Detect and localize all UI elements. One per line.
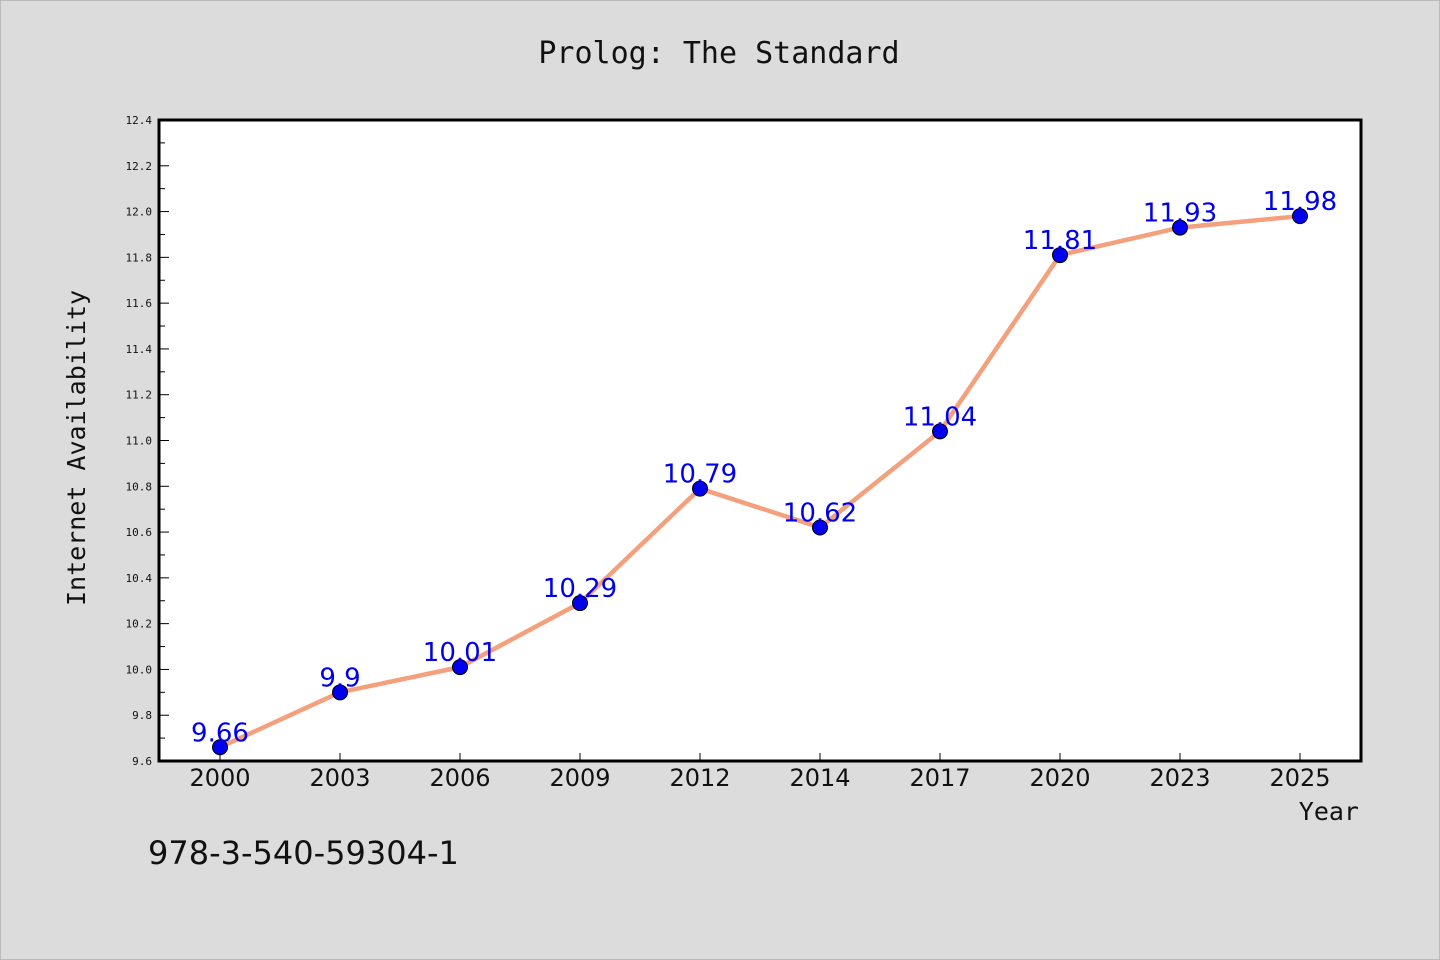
data-label: 11.04 <box>903 402 977 432</box>
y-tick-label: 9.6 <box>132 755 152 768</box>
data-label: 10.62 <box>783 498 857 528</box>
data-point-marker <box>452 659 468 676</box>
data-label: 10.01 <box>423 638 497 668</box>
data-label: 10.29 <box>543 574 617 604</box>
y-tick-label: 12.0 <box>126 206 153 219</box>
data-label: 11.93 <box>1143 199 1217 229</box>
y-tick-label: 11.2 <box>126 389 153 402</box>
data-label: 11.81 <box>1023 226 1097 256</box>
data-label: 10.79 <box>663 460 737 490</box>
x-axis: 2000 2003 2006 2009 2012 2014 2017 2020 2023 2025 <box>189 753 1331 792</box>
data-point-marker <box>212 739 228 756</box>
y-tick-label: 11.6 <box>126 297 153 310</box>
x-tick-label: 2000 <box>189 764 250 792</box>
y-tick-label: 11.0 <box>126 435 153 448</box>
chart-title: Prolog: The Standard <box>538 36 899 71</box>
series-markers <box>212 208 1308 756</box>
y-tick-label: 11.8 <box>126 251 153 264</box>
data-point-marker <box>572 595 588 612</box>
data-labels: 9.66 9.9 10.01 10.29 10.79 10.62 11.04 11.81 11.… <box>191 187 1337 748</box>
x-tick-label: 2009 <box>549 764 610 792</box>
y-axis: 9.6 9.8 10.0 10.2 10.4 10.6 10.8 11.0 11.2 11.4 11… <box>126 114 169 768</box>
x-tick-label: 2025 <box>1269 764 1330 792</box>
data-label: 11.98 <box>1263 187 1337 217</box>
data-point-marker <box>932 423 948 440</box>
plot-area <box>157 118 1363 763</box>
y-tick-label: 12.4 <box>126 114 153 127</box>
y-tick-label: 10.8 <box>126 480 153 493</box>
y-tick-label: 11.4 <box>126 343 153 356</box>
data-point-marker <box>1292 208 1308 225</box>
y-tick-label: 10.0 <box>126 663 153 676</box>
isbn-caption: 978-3-540-59304-1 <box>148 834 459 872</box>
data-point-marker <box>332 684 348 701</box>
y-tick-label: 12.2 <box>126 160 153 173</box>
y-tick-label: 10.4 <box>126 572 153 585</box>
x-tick-label: 2012 <box>669 764 730 792</box>
series-line <box>217 213 1303 750</box>
data-point-marker <box>1172 219 1188 236</box>
data-point-marker <box>1052 247 1068 264</box>
data-point-marker <box>692 480 708 497</box>
y-tick-label: 9.8 <box>132 709 152 722</box>
x-tick-label: 2020 <box>1029 764 1090 792</box>
x-axis-label: Year <box>1299 797 1359 826</box>
data-point-marker <box>812 519 828 536</box>
data-label: 9.66 <box>191 718 249 748</box>
x-tick-label: 2003 <box>309 764 370 792</box>
y-tick-label: 10.6 <box>126 526 153 539</box>
y-tick-label: 10.2 <box>126 618 153 631</box>
x-tick-label: 2014 <box>789 764 850 792</box>
x-tick-label: 2023 <box>1149 764 1210 792</box>
x-tick-label: 2006 <box>429 764 490 792</box>
x-tick-label: 2017 <box>909 764 970 792</box>
y-axis-label: Internet Availability <box>62 290 91 606</box>
data-label: 9.9 <box>319 663 360 693</box>
